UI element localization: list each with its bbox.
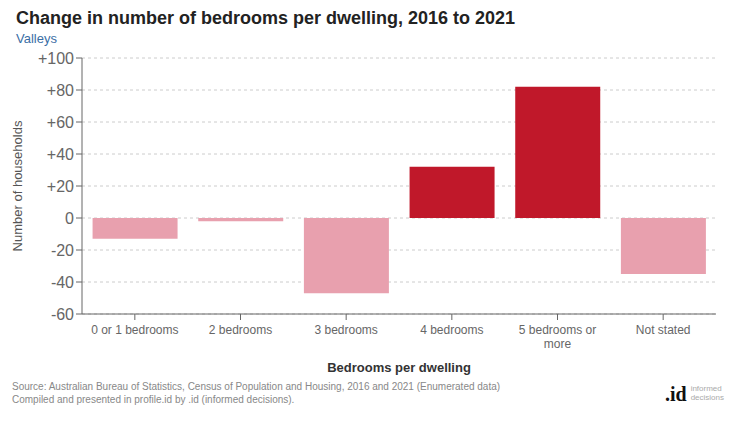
- svg-text:-60: -60: [51, 306, 74, 323]
- svg-text:2 bedrooms: 2 bedrooms: [209, 323, 272, 337]
- svg-text:-40: -40: [51, 274, 74, 291]
- svg-text:+100: +100: [38, 50, 74, 67]
- svg-text:0 or 1 bedrooms: 0 or 1 bedrooms: [91, 323, 178, 337]
- svg-text:5 bedrooms ormore: 5 bedrooms ormore: [519, 323, 596, 351]
- svg-text:+60: +60: [47, 114, 74, 131]
- svg-text:3 bedrooms: 3 bedrooms: [314, 323, 377, 337]
- svg-text:+40: +40: [47, 146, 74, 163]
- svg-text:+20: +20: [47, 178, 74, 195]
- svg-text:0: 0: [65, 210, 74, 227]
- html-text:Valleys: Valleys: [16, 31, 57, 46]
- svg-text:Not stated: Not stated: [636, 323, 691, 337]
- svg-text:Bedrooms per dwelling: Bedrooms per dwelling: [327, 360, 471, 375]
- svg-text:+80: +80: [47, 82, 74, 99]
- svg-text:-20: -20: [51, 242, 74, 259]
- html-text:informed decisions: informed decisions: [690, 383, 724, 403]
- html-text:.id: .id: [665, 383, 687, 405]
- svg-text:4 bedrooms: 4 bedrooms: [420, 323, 483, 337]
- html-text:Source: Australian Bureau of S: Source: Australian Bureau of Statistics,…: [12, 381, 501, 405]
- html-text:Change in number of bedrooms p: Change in number of bedrooms per dwellin…: [16, 8, 516, 28]
- svg-text:Number of households: Number of households: [10, 120, 25, 251]
